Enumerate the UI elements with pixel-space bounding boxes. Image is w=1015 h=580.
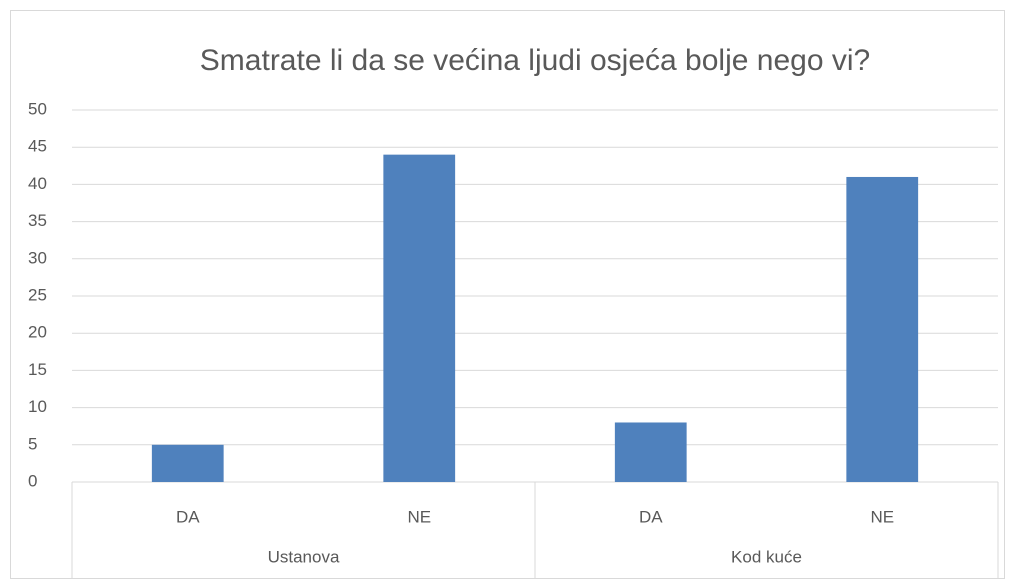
chart-border: [10, 10, 1005, 579]
x-tick-label: NE: [407, 507, 431, 526]
bar: [846, 176, 919, 482]
y-tick-label: 50: [28, 99, 47, 118]
y-tick-label: 20: [28, 323, 47, 342]
y-tick-label: 0: [28, 471, 37, 490]
chart-title: Smatrate li da se većina ljudi osjeća bo…: [200, 44, 870, 77]
group-label: Ustanova: [268, 547, 340, 566]
y-tick-label: 45: [28, 137, 47, 156]
x-tick-label: DA: [639, 507, 663, 526]
group-label: Kod kuće: [731, 547, 802, 566]
y-tick-label: 25: [28, 285, 47, 304]
y-tick-label: 40: [28, 174, 47, 193]
bar: [614, 422, 687, 482]
bar: [151, 444, 224, 482]
y-tick-label: 15: [28, 360, 47, 379]
y-tick-label: 5: [28, 434, 37, 453]
y-tick-label: 30: [28, 248, 47, 267]
bar: [383, 154, 456, 482]
x-tick-label: NE: [870, 507, 894, 526]
y-tick-label: 35: [28, 211, 47, 230]
y-tick-label: 10: [28, 397, 47, 416]
x-tick-label: DA: [176, 507, 200, 526]
